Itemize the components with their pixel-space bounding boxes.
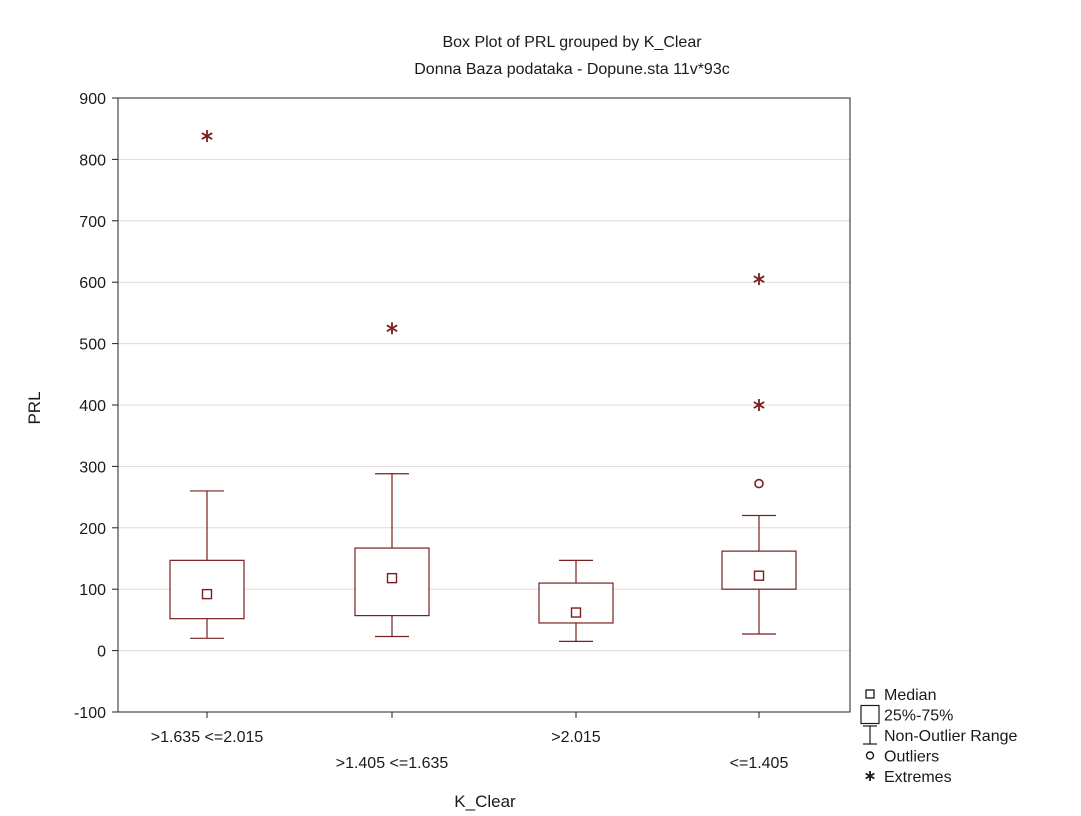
y-tick-label: 600 <box>79 275 106 292</box>
legend-outlier-icon <box>865 751 875 760</box>
chart-subtitle: Donna Baza podataka - Dopune.sta 11v*93c <box>414 61 729 78</box>
y-tick-label: 700 <box>79 214 106 231</box>
box-group <box>721 273 797 635</box>
extreme-point <box>753 273 765 286</box>
box-group <box>538 559 614 642</box>
median-marker <box>570 607 582 618</box>
outlier-point <box>754 478 764 489</box>
legend-label: Outliers <box>884 749 939 766</box>
legend-label: Extremes <box>884 769 952 786</box>
iqr-box <box>721 550 797 590</box>
y-axis-ticks: -100 0 100 200 300 400 500 600 700 800 900 <box>74 91 118 722</box>
x-tick-label: >1.405 <=1.635 <box>336 755 449 772</box>
y-tick-label: 400 <box>79 398 106 415</box>
extreme-point <box>386 322 398 335</box>
median-marker <box>386 572 398 584</box>
x-axis-ticks: >1.635 <=2.015 >1.405 <=1.635 >2.015 <=1.40… <box>151 712 789 772</box>
y-tick-label: -100 <box>74 705 106 722</box>
extreme-point <box>201 130 213 143</box>
legend-whisker-icon <box>863 725 877 745</box>
y-tick-label: 100 <box>79 582 106 599</box>
y-tick-label: 200 <box>79 521 106 538</box>
plot-frame <box>117 97 851 713</box>
x-tick-label: <=1.405 <box>730 755 789 772</box>
x-tick-label: >2.015 <box>551 729 600 746</box>
box-series <box>169 130 797 642</box>
box-group <box>354 322 430 638</box>
median-marker <box>753 570 765 581</box>
legend-box-icon <box>860 704 880 725</box>
chart-title: Box Plot of PRL grouped by K_Clear <box>442 34 702 51</box>
legend-label: Median <box>884 687 936 704</box>
legend-label: 25%-75% <box>884 708 953 725</box>
y-axis-label: PRL <box>25 391 44 424</box>
legend-label: Non-Outlier Range <box>884 728 1018 745</box>
box-group <box>169 130 245 639</box>
y-tick-label: 0 <box>97 644 106 661</box>
legend-median-icon <box>865 689 875 699</box>
x-tick-label: >1.635 <=2.015 <box>151 729 264 746</box>
legend: Median 25%-75% Non-Outlier Range Outliers Ex… <box>860 687 1018 786</box>
y-tick-label: 900 <box>79 91 106 108</box>
y-tick-label: 500 <box>79 337 106 354</box>
y-tick-label: 300 <box>79 459 106 476</box>
x-axis-label: K_Clear <box>454 792 516 811</box>
median-marker <box>201 588 213 600</box>
y-tick-label: 800 <box>79 152 106 169</box>
extreme-point <box>753 399 765 411</box>
legend-extreme-icon <box>865 771 875 781</box>
